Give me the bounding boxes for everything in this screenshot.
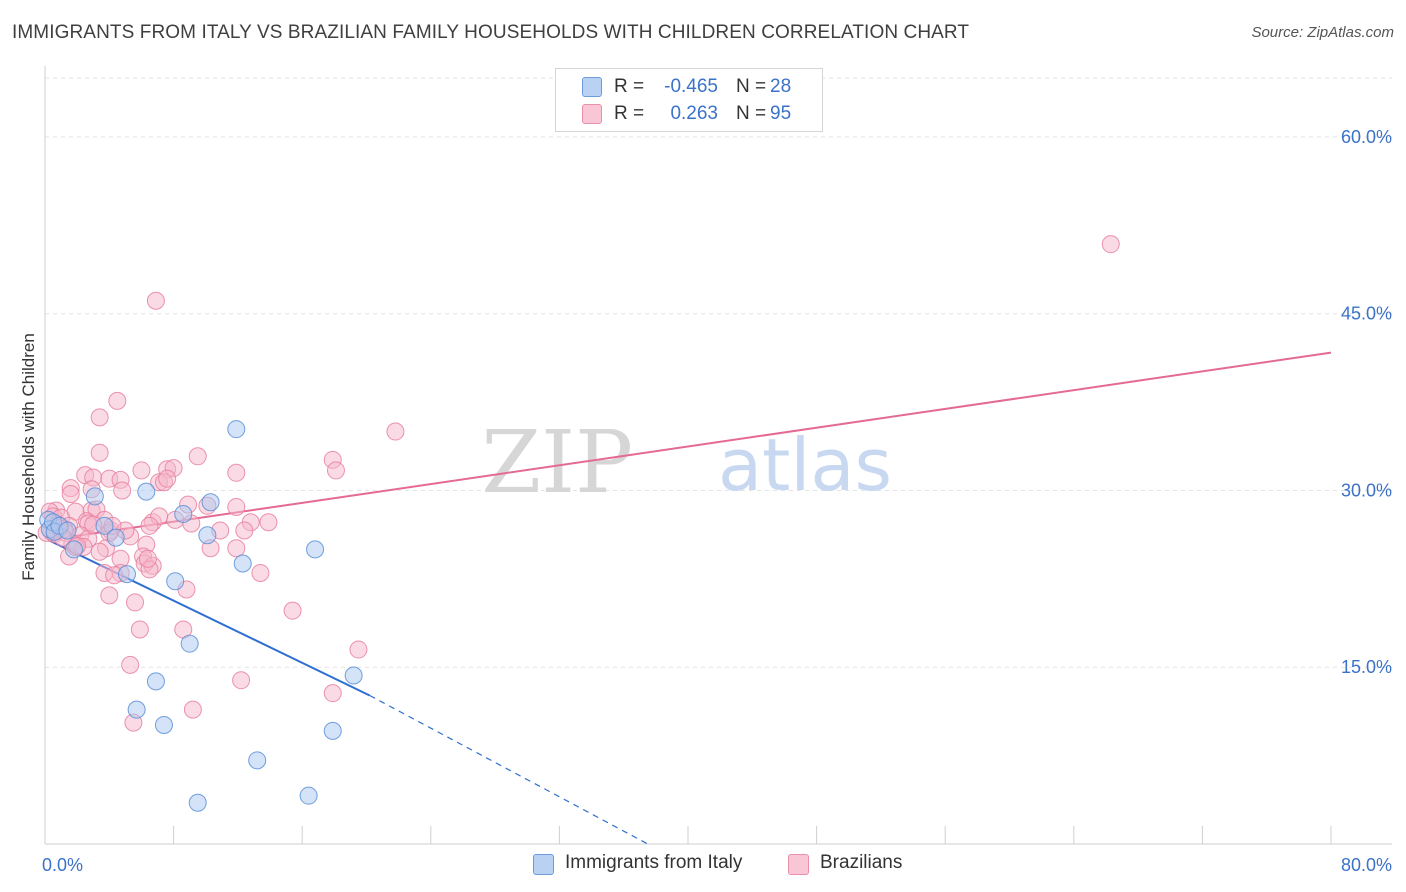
n-label: N =: [736, 76, 767, 97]
data-point-italy: [146, 672, 165, 691]
data-point-brazilian: [61, 484, 80, 503]
source-credit: Source: ZipAtlas.com: [1251, 24, 1394, 41]
n-label: N =: [736, 103, 767, 124]
data-point-brazilian: [283, 601, 302, 620]
data-point-brazilian: [1101, 235, 1120, 254]
y-tick-label: 30.0%: [1341, 480, 1392, 500]
n-value: 95: [770, 103, 792, 124]
watermark-atlas: atlas: [718, 423, 892, 507]
axes: [44, 66, 1392, 845]
data-point-brazilian: [227, 497, 246, 516]
data-point-brazilian: [326, 461, 345, 480]
r-label: R =: [614, 103, 645, 124]
legend-label: Brazilians: [820, 852, 903, 873]
data-point-brazilian: [138, 549, 157, 568]
legend-swatch-pink: [788, 854, 809, 875]
r-value: -0.465: [664, 76, 718, 97]
tick-labels: 15.0% 30.0% 45.0% 60.0% 0.0% 80.0%: [42, 127, 1392, 875]
data-point-italy: [95, 516, 114, 535]
data-point-italy: [227, 420, 246, 439]
r-value: 0.263: [670, 103, 718, 124]
data-point-italy: [166, 572, 185, 591]
data-point-brazilian: [386, 422, 405, 441]
legend-swatch-blue: [533, 854, 554, 875]
data-points: [37, 235, 1120, 812]
data-point-italy: [198, 526, 217, 545]
legend-label: Immigrants from Italy: [565, 852, 743, 873]
data-point-italy: [344, 666, 363, 685]
data-point-italy: [154, 715, 173, 734]
series-italy-points: [39, 420, 363, 812]
data-point-brazilian: [113, 481, 132, 500]
watermark: ZIP atlas: [481, 413, 892, 513]
data-point-brazilian: [251, 563, 270, 582]
correlation-legend: R = -0.465 N = 28 R = 0.263 N = 95: [555, 68, 823, 132]
data-point-italy: [201, 493, 220, 512]
legend-swatch-blue: [582, 77, 602, 97]
data-point-brazilian: [349, 640, 368, 659]
data-point-brazilian: [132, 461, 151, 480]
data-point-brazilian: [108, 391, 127, 410]
data-point-brazilian: [140, 516, 159, 535]
series-legend: Immigrants from Italy Brazilians: [0, 851, 1406, 877]
data-point-italy: [299, 786, 318, 805]
data-point-italy: [248, 751, 267, 770]
data-point-brazilian: [158, 469, 177, 488]
watermark-zip: ZIP: [481, 413, 633, 513]
y-tick-label: 45.0%: [1341, 304, 1392, 324]
data-point-brazilian: [227, 463, 246, 482]
data-point-italy: [127, 700, 146, 719]
data-point-italy: [85, 487, 104, 506]
data-point-italy: [306, 540, 325, 559]
data-point-brazilian: [235, 521, 254, 540]
data-point-italy: [137, 482, 156, 501]
data-point-brazilian: [130, 620, 149, 639]
data-point-italy: [174, 505, 193, 524]
y-tick-label: 15.0%: [1341, 657, 1392, 677]
data-point-italy: [188, 793, 207, 812]
legend-swatch-pink: [582, 104, 602, 124]
y-tick-label: 60.0%: [1341, 127, 1392, 147]
data-point-brazilian: [188, 447, 207, 466]
legend-row-brazilians: R = 0.263 N = 95: [556, 101, 822, 127]
legend-row-italy: R = -0.465 N = 28: [556, 74, 822, 100]
n-value: 28: [770, 76, 792, 97]
data-point-italy: [106, 528, 125, 547]
x-tick-label: 80.0%: [1341, 855, 1392, 875]
trend-line-italy: [47, 539, 371, 697]
x-tick-label: 0.0%: [42, 855, 83, 875]
data-point-italy: [323, 721, 342, 740]
trend-line-brazilians: [48, 351, 1332, 541]
trend-line-italy-extension: [369, 694, 649, 845]
data-point-brazilian: [121, 655, 140, 674]
data-point-brazilian: [227, 539, 246, 558]
data-point-brazilian: [90, 443, 109, 462]
data-point-brazilian: [323, 684, 342, 703]
data-point-brazilian: [183, 700, 202, 719]
r-label: R =: [614, 76, 645, 97]
data-point-italy: [117, 565, 136, 584]
data-point-brazilian: [90, 542, 109, 561]
data-point-brazilian: [232, 671, 251, 690]
data-point-brazilian: [259, 513, 278, 532]
data-point-brazilian: [90, 408, 109, 427]
data-point-italy: [64, 540, 83, 559]
data-point-italy: [58, 521, 77, 540]
chart-title: IMMIGRANTS FROM ITALY VS BRAZILIAN FAMIL…: [12, 22, 970, 43]
data-point-brazilian: [146, 291, 165, 310]
data-point-italy: [180, 634, 199, 653]
data-point-brazilian: [126, 593, 145, 612]
data-point-brazilian: [100, 586, 119, 605]
data-point-italy: [233, 554, 252, 573]
